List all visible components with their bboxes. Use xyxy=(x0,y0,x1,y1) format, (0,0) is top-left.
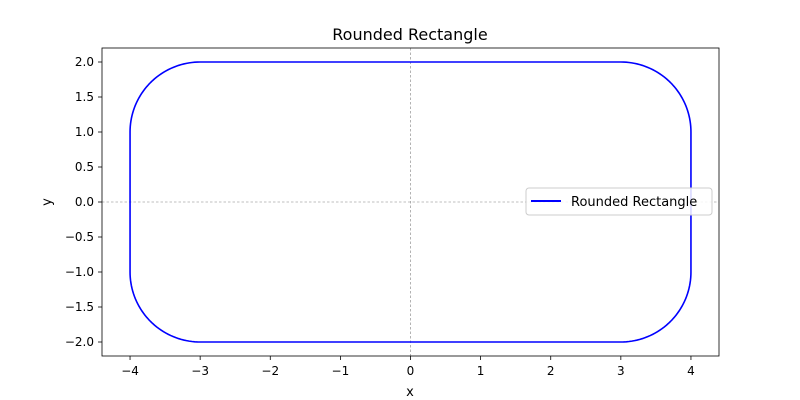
x-tick-label: 1 xyxy=(477,364,485,378)
x-tick-label: 3 xyxy=(617,364,625,378)
chart-title: Rounded Rectangle xyxy=(332,25,487,44)
legend-entry: Rounded Rectangle xyxy=(571,195,697,210)
x-tick-label: −3 xyxy=(191,364,209,378)
y-tick-label: 2.0 xyxy=(75,55,94,69)
y-tick-label: 0.0 xyxy=(75,195,94,209)
x-tick-label: −2 xyxy=(261,364,279,378)
y-tick-label: 1.5 xyxy=(75,90,94,104)
legend-box xyxy=(525,187,713,216)
x-tick-label: 2 xyxy=(547,364,555,378)
x-axis-ticks: −4 −3 −2 −1 0 1 2 3 4 xyxy=(121,356,695,378)
y-tick-label: 0.5 xyxy=(75,160,94,174)
series-layer xyxy=(129,61,692,343)
x-tick-label: 4 xyxy=(687,364,695,378)
y-tick-label: −2.0 xyxy=(65,335,94,349)
x-tick-label: −1 xyxy=(332,364,350,378)
x-tick-label: 0 xyxy=(407,364,415,378)
y-tick-label: −1.0 xyxy=(65,265,94,279)
series-line-rounded-rectangle xyxy=(129,61,692,343)
y-axis-ticks: −2.0 −1.5 −1.0 −0.5 0.0 0.5 1.0 1.5 2.0 xyxy=(65,55,102,349)
x-tick-label: −4 xyxy=(121,364,139,378)
x-axis-label: x xyxy=(406,385,414,400)
y-tick-label: −1.5 xyxy=(65,300,94,314)
y-tick-label: −0.5 xyxy=(65,230,94,244)
y-axis-label: y xyxy=(40,198,55,206)
y-tick-label: 1.0 xyxy=(75,125,94,139)
legend: Rounded Rectangle xyxy=(525,187,713,216)
